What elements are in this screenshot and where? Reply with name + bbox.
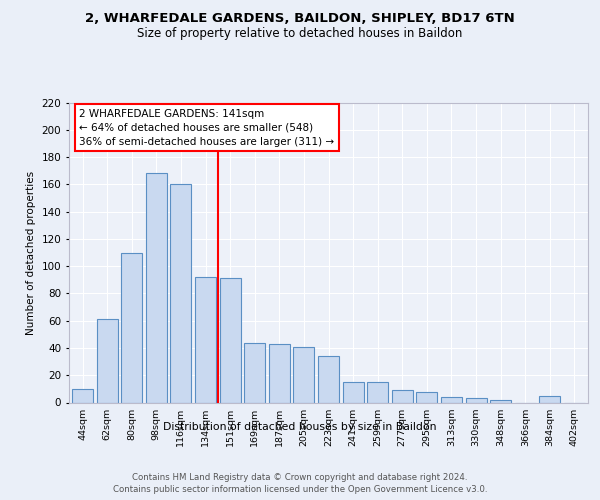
Bar [146,174,167,402]
Y-axis label: Number of detached properties: Number of detached properties [26,170,36,334]
Bar [293,346,314,403]
Bar [392,390,413,402]
Text: Size of property relative to detached houses in Baildon: Size of property relative to detached ho… [137,28,463,40]
Bar [539,396,560,402]
Text: Contains HM Land Registry data © Crown copyright and database right 2024.
Contai: Contains HM Land Registry data © Crown c… [113,472,487,494]
Bar [244,342,265,402]
Bar [220,278,241,402]
Bar [441,397,462,402]
Bar [97,320,118,402]
Bar [269,344,290,403]
Bar [170,184,191,402]
Text: 2, WHARFEDALE GARDENS, BAILDON, SHIPLEY, BD17 6TN: 2, WHARFEDALE GARDENS, BAILDON, SHIPLEY,… [85,12,515,26]
Bar [121,252,142,402]
Bar [416,392,437,402]
Bar [343,382,364,402]
Text: 2 WHARFEDALE GARDENS: 141sqm
← 64% of detached houses are smaller (548)
36% of s: 2 WHARFEDALE GARDENS: 141sqm ← 64% of de… [79,108,335,146]
Bar [490,400,511,402]
Bar [367,382,388,402]
Bar [318,356,339,403]
Bar [72,389,93,402]
Bar [195,277,216,402]
Text: Distribution of detached houses by size in Baildon: Distribution of detached houses by size … [163,422,437,432]
Bar [466,398,487,402]
